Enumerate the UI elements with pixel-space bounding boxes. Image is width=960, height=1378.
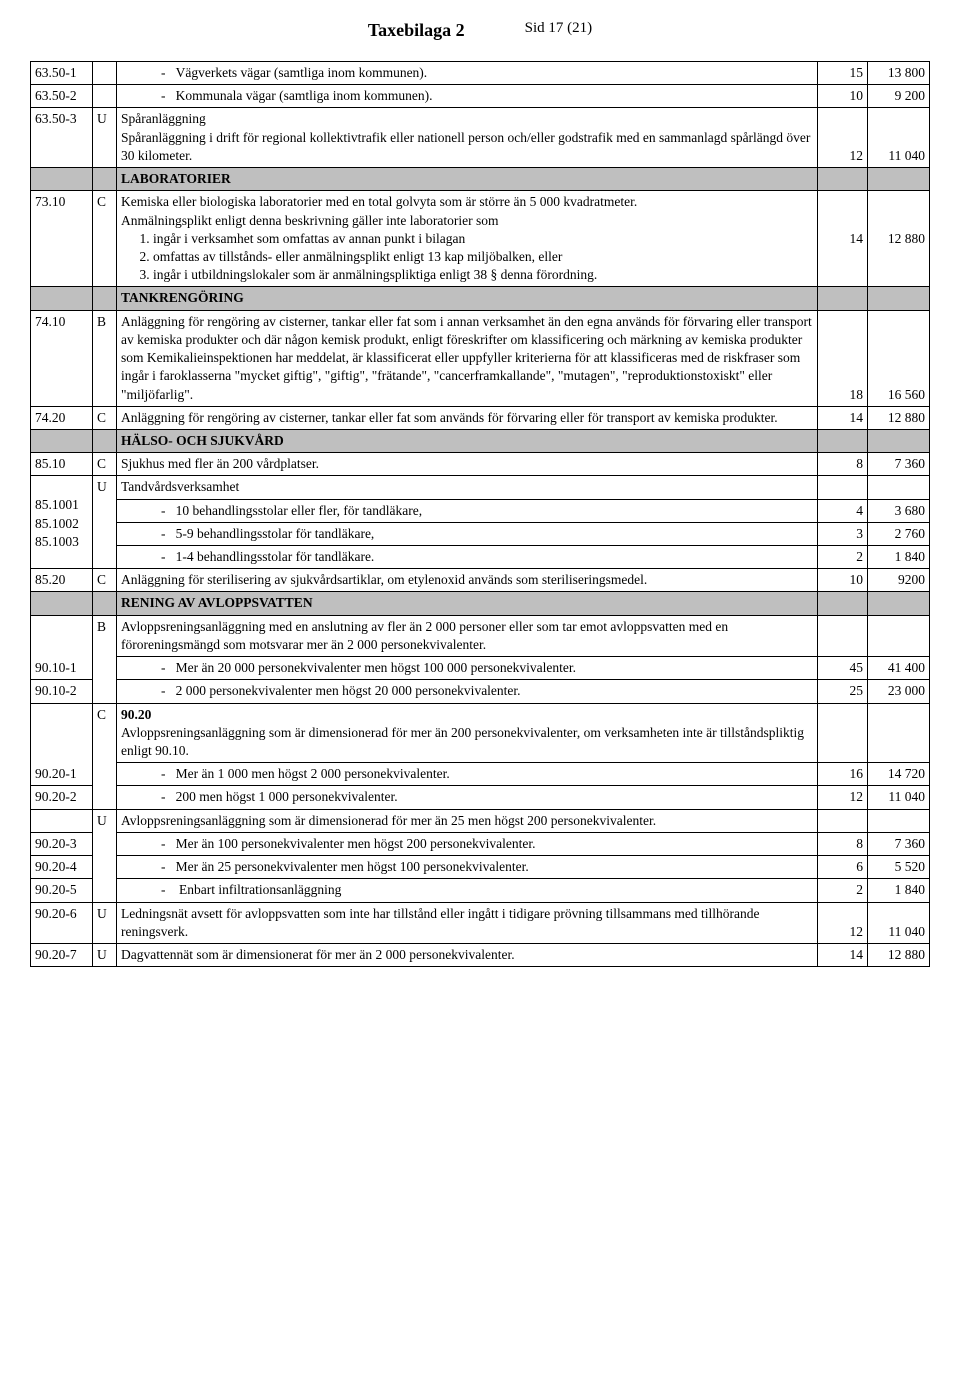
table-row: 74.20 C Anläggning för rengöring av cist… <box>31 406 930 429</box>
code-cell: 63.50-1 <box>31 62 93 85</box>
letter-cell <box>93 62 117 85</box>
table-row: - Mer än 1 000 men högst 2 000 personekv… <box>31 763 930 786</box>
table-row: - Mer än 20 000 personekvivalenter men h… <box>31 657 930 680</box>
table-row: 90.10-1 B Avloppsreningsanläggning med e… <box>31 615 930 656</box>
table-row: 90.20-2 - 200 men högst 1 000 personekvi… <box>31 786 930 809</box>
table-row: 90.20-5 - Enbart infiltrationsanläggning… <box>31 879 930 902</box>
table-row: 90.20-7 U Dagvattennät som är dimensione… <box>31 943 930 966</box>
table-row: 73.10 C Kemiska eller biologiska laborat… <box>31 191 930 287</box>
section-header-row: LABORATORIER <box>31 168 930 191</box>
table-row: 85.10 C Sjukhus med fler än 200 vårdplat… <box>31 453 930 476</box>
table-row: 90.20-1 C 90.20Avloppsreningsanläggning … <box>31 703 930 763</box>
section-title: LABORATORIER <box>117 168 818 191</box>
table-row: 90.20-3 - Mer än 100 personekvivalenter … <box>31 832 930 855</box>
section-header-row: HÄLSO- OCH SJUKVÅRD <box>31 429 930 452</box>
table-row: 63.50-2 - Kommunala vägar (samtliga inom… <box>31 85 930 108</box>
page-header: Taxebilaga 2 Sid 17 (21) <box>30 20 930 41</box>
doc-title: Taxebilaga 2 <box>368 20 465 41</box>
value-cell: 13 800 <box>868 62 930 85</box>
table-row: - 10 behandlingsstolar eller fler, för t… <box>31 499 930 522</box>
section-header-row: RENING AV AVLOPPSVATTEN <box>31 592 930 615</box>
table-row: 90.10-2 - 2 000 personekvivalenter men h… <box>31 680 930 703</box>
table-row: 90.20-4 - Mer än 25 personekvivalenter m… <box>31 856 930 879</box>
table-row: 90.20-6 U Ledningsnät avsett för avlopps… <box>31 902 930 943</box>
page-number: Sid 17 (21) <box>525 20 593 41</box>
table-row: 63.50-3 U SpåranläggningSpåranläggning i… <box>31 108 930 168</box>
value-cell: 15 <box>818 62 868 85</box>
table-row: 85.1001 85.1002 85.1003 U Tandvårdsverks… <box>31 476 930 499</box>
table-row: - 5-9 behandlingsstolar för tandläkare, … <box>31 522 930 545</box>
section-header-row: TANKRENGÖRING <box>31 287 930 310</box>
table-row: 85.20 C Anläggning för sterilisering av … <box>31 569 930 592</box>
table-row: 63.50-1 - Vägverkets vägar (samtliga ino… <box>31 62 930 85</box>
table-row: - 1-4 behandlingsstolar för tandläkare. … <box>31 546 930 569</box>
table-row: U Avloppsreningsanläggning som är dimens… <box>31 809 930 832</box>
fee-table: 63.50-1 - Vägverkets vägar (samtliga ino… <box>30 61 930 967</box>
table-row: 74.10 B Anläggning för rengöring av cist… <box>31 310 930 406</box>
desc-cell: - Vägverkets vägar (samtliga inom kommun… <box>117 62 818 85</box>
